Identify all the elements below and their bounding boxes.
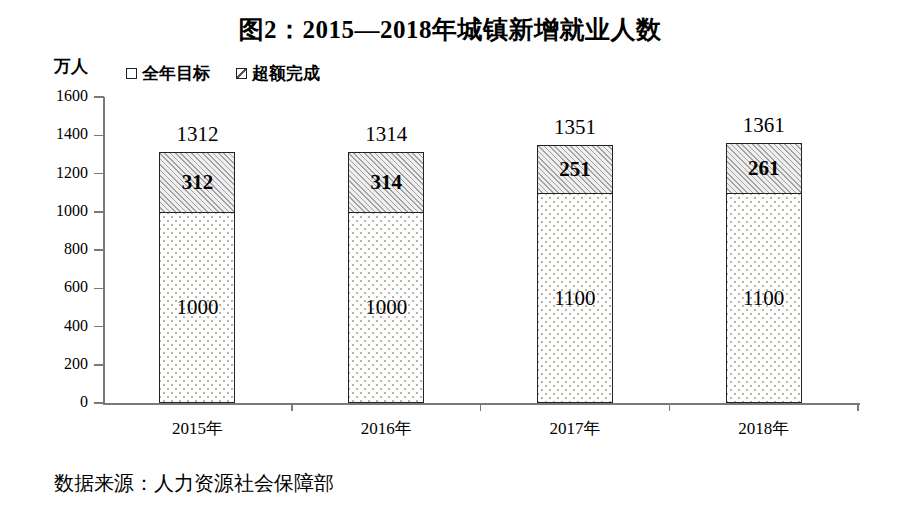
figure-canvas: 图2：2015—2018年城镇新增就业人数 万人 全年目标 超额完成 02004… — [0, 0, 900, 518]
y-tick-label: 0 — [0, 393, 88, 411]
y-tick-mark — [94, 326, 104, 328]
stacked-bar: 2611100 — [726, 143, 802, 403]
y-tick-label: 1600 — [0, 87, 88, 105]
bar-total-label: 1314 — [326, 122, 446, 147]
x-axis-line — [103, 403, 860, 405]
bar-segment-overfulfilled: 261 — [727, 144, 801, 194]
y-tick-label: 400 — [0, 317, 88, 335]
y-tick-mark — [94, 135, 104, 137]
bar-segment-annual-target: 1100 — [727, 194, 801, 402]
bar-segment-annual-target: 1100 — [538, 194, 612, 402]
y-tick-label: 1200 — [0, 164, 88, 182]
y-tick-mark — [94, 211, 104, 213]
y-tick-mark — [94, 288, 104, 290]
x-category-label: 2018年 — [669, 417, 858, 440]
data-source-note: 数据来源：人力资源社会保障部 — [54, 470, 334, 497]
y-tick-mark — [94, 173, 104, 175]
y-tick-mark — [94, 249, 104, 251]
bar-total-label: 1361 — [704, 113, 824, 138]
bar-total-label: 1312 — [137, 122, 257, 147]
y-tick-label: 200 — [0, 355, 88, 373]
y-tick-mark — [94, 402, 104, 404]
plot-area: 0200400600800100012001400160031210001312… — [0, 0, 900, 518]
x-tick-mark — [669, 403, 671, 411]
x-tick-mark — [857, 403, 859, 411]
bar-segment-annual-target: 1000 — [349, 213, 423, 402]
x-tick-mark — [291, 403, 293, 411]
bar-segment-overfulfilled: 251 — [538, 146, 612, 194]
x-tick-mark — [480, 403, 482, 411]
stacked-bar: 3121000 — [159, 152, 235, 403]
x-category-label: 2017年 — [481, 417, 670, 440]
x-category-label: 2016年 — [292, 417, 481, 440]
y-tick-label: 800 — [0, 240, 88, 258]
stacked-bar: 2511100 — [537, 145, 613, 403]
bar-total-label: 1351 — [515, 115, 635, 140]
stacked-bar: 3141000 — [348, 152, 424, 403]
y-tick-label: 600 — [0, 278, 88, 296]
bar-segment-annual-target: 1000 — [160, 213, 234, 402]
y-tick-label: 1000 — [0, 202, 88, 220]
y-tick-label: 1400 — [0, 125, 88, 143]
y-tick-mark — [94, 96, 104, 98]
x-category-label: 2015年 — [103, 417, 292, 440]
y-tick-mark — [94, 364, 104, 366]
bar-segment-overfulfilled: 314 — [349, 153, 423, 213]
bar-segment-overfulfilled: 312 — [160, 153, 234, 213]
